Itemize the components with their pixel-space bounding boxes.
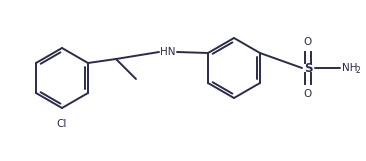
Text: O: O	[304, 89, 312, 99]
Text: HN: HN	[160, 47, 176, 57]
Text: 2: 2	[355, 66, 360, 75]
Text: NH: NH	[342, 63, 358, 73]
Text: Cl: Cl	[57, 119, 67, 129]
Text: O: O	[304, 37, 312, 47]
Text: S: S	[304, 62, 312, 75]
